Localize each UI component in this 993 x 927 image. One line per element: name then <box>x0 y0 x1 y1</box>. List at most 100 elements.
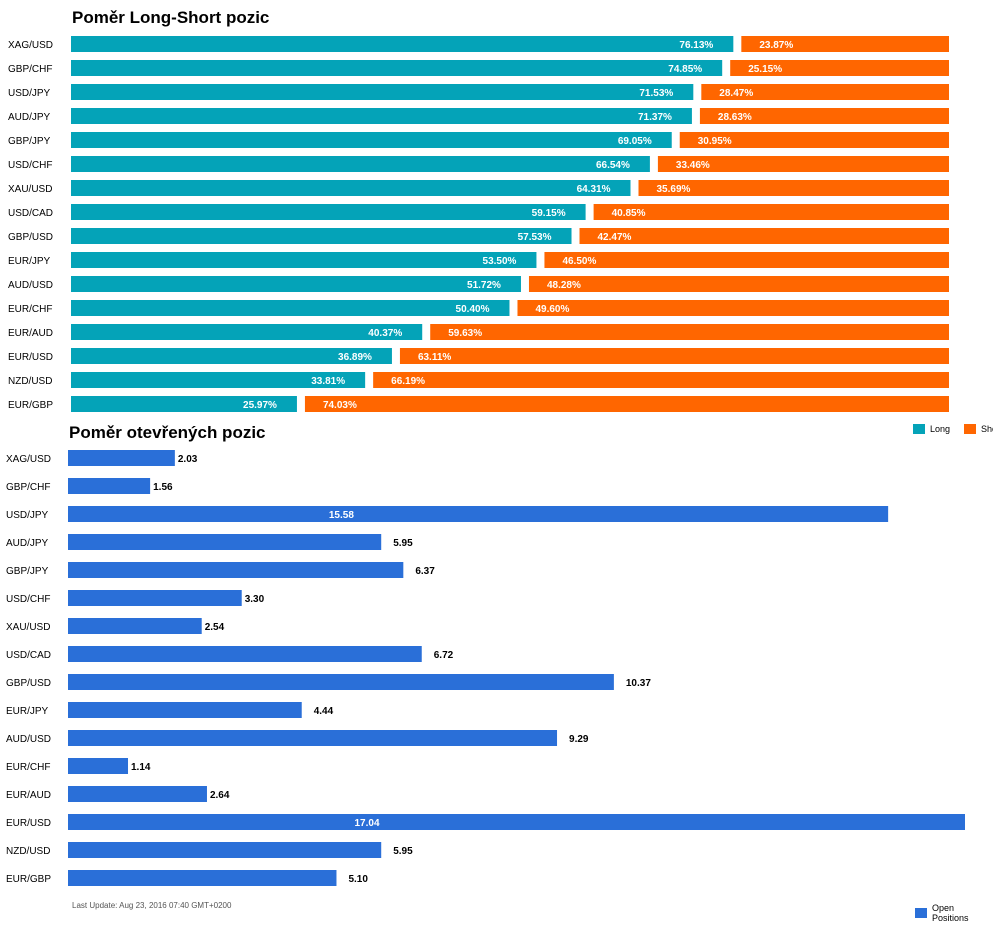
long-bar <box>71 348 392 364</box>
open-positions-bar <box>68 562 404 578</box>
open-positions-category-label: AUD/USD <box>6 734 51 745</box>
long-short-category-label: GBP/JPY <box>8 136 51 147</box>
open-positions-value-label: 3.30 <box>245 594 265 605</box>
open-positions-value-label: 10.37 <box>626 678 651 689</box>
long-value-label: 53.50% <box>483 256 517 267</box>
short-bar <box>679 132 949 148</box>
long-short-category-label: GBP/USD <box>8 232 53 243</box>
long-short-chart-title: Poměr Long-Short pozic <box>72 8 270 27</box>
short-bar <box>657 156 949 172</box>
short-bar <box>579 228 949 244</box>
open-positions-bar <box>68 730 558 746</box>
long-bar <box>71 228 572 244</box>
open-positions-category-label: GBP/JPY <box>6 566 49 577</box>
long-bar <box>71 156 650 172</box>
long-short-category-label: EUR/AUD <box>8 328 53 339</box>
open-positions-value-label: 4.44 <box>314 706 334 717</box>
short-value-label: 59.63% <box>448 328 482 339</box>
open-positions-category-label: USD/CAD <box>6 650 51 661</box>
short-value-label: 63.11% <box>418 352 451 363</box>
long-value-label: 36.89% <box>338 352 372 363</box>
long-bar <box>71 60 723 76</box>
long-short-category-label: USD/JPY <box>8 88 51 99</box>
short-value-label: 46.50% <box>562 256 596 267</box>
open-positions-category-label: NZD/USD <box>6 846 50 857</box>
short-bar <box>638 180 949 196</box>
short-value-label: 49.60% <box>535 304 569 315</box>
legend-long-swatch <box>913 424 925 434</box>
long-short-category-label: USD/CAD <box>8 208 53 219</box>
long-bar <box>71 180 631 196</box>
short-bar <box>544 252 949 268</box>
open-positions-bar <box>68 842 382 858</box>
open-positions-value-label: 5.95 <box>393 846 413 857</box>
long-short-legend: Long Short <box>913 424 993 434</box>
long-short-category-label: AUD/USD <box>8 280 53 291</box>
short-bar <box>399 348 949 364</box>
short-bar <box>528 276 949 292</box>
open-positions-category-label: EUR/GBP <box>6 874 51 885</box>
long-short-category-label: EUR/GBP <box>8 400 53 411</box>
long-value-label: 76.13% <box>679 40 713 51</box>
open-positions-value-label: 1.56 <box>153 482 173 493</box>
open-positions-bar <box>68 674 614 690</box>
open-positions-bar <box>68 590 242 606</box>
open-positions-bar <box>68 450 175 466</box>
short-bar <box>304 396 950 412</box>
long-bar <box>71 132 672 148</box>
short-bar <box>730 60 949 76</box>
open-positions-value-label: 2.64 <box>210 790 230 801</box>
long-value-label: 66.54% <box>596 160 630 171</box>
open-positions-bar <box>68 702 302 718</box>
short-value-label: 74.03% <box>323 400 357 411</box>
legend-open-positions-label: Open Positions <box>932 903 969 923</box>
legend-short-label: Short <box>981 424 993 434</box>
open-positions-value-label: 9.29 <box>569 734 589 745</box>
long-short-category-label: EUR/CHF <box>8 304 52 315</box>
open-positions-bar <box>68 786 207 802</box>
open-positions-category-label: EUR/USD <box>6 818 51 829</box>
open-positions-category-label: USD/JPY <box>6 510 49 521</box>
open-positions-value-label: 6.72 <box>434 650 454 661</box>
long-short-category-label: USD/CHF <box>8 160 52 171</box>
short-value-label: 28.47% <box>719 88 753 99</box>
open-positions-bar <box>68 534 382 550</box>
open-positions-bar <box>68 758 129 774</box>
short-bar <box>517 300 949 316</box>
open-positions-bar <box>68 646 422 662</box>
open-positions-value-label: 5.95 <box>393 538 413 549</box>
short-value-label: 33.46% <box>676 160 710 171</box>
short-value-label: 23.87% <box>759 40 793 51</box>
open-positions-value-label: 2.54 <box>205 622 225 633</box>
long-bar <box>71 252 537 268</box>
open-positions-value-label: 2.03 <box>178 454 198 465</box>
legend-short-swatch <box>964 424 977 434</box>
open-positions-bar <box>68 618 202 634</box>
short-value-label: 66.19% <box>391 376 425 387</box>
open-positions-value-label: 15.58 <box>329 510 354 521</box>
open-positions-category-label: EUR/JPY <box>6 706 49 717</box>
long-value-label: 64.31% <box>577 184 611 195</box>
open-positions-legend: Open Positions <box>915 903 993 923</box>
legend-long-label: Long <box>930 424 951 434</box>
open-positions-category-label: XAU/USD <box>6 622 50 633</box>
long-value-label: 51.72% <box>467 280 501 291</box>
open-positions-chart-title: Poměr otevřených pozic <box>69 423 266 442</box>
short-value-label: 35.69% <box>656 184 690 195</box>
long-value-label: 74.85% <box>668 64 702 75</box>
long-value-label: 57.53% <box>518 232 552 243</box>
long-value-label: 71.37% <box>638 112 672 123</box>
long-bar <box>71 372 366 388</box>
long-short-category-label: GBP/CHF <box>8 64 52 75</box>
short-value-label: 42.47% <box>598 232 632 243</box>
long-value-label: 50.40% <box>456 304 490 315</box>
open-positions-value-label: 17.04 <box>354 818 379 829</box>
short-bar <box>741 36 949 52</box>
long-bar <box>71 36 734 52</box>
long-bar <box>71 324 423 340</box>
open-positions-value-label: 6.37 <box>415 566 435 577</box>
open-positions-bar <box>68 870 337 886</box>
open-positions-category-label: AUD/JPY <box>6 538 49 549</box>
open-positions-bar <box>68 506 889 522</box>
